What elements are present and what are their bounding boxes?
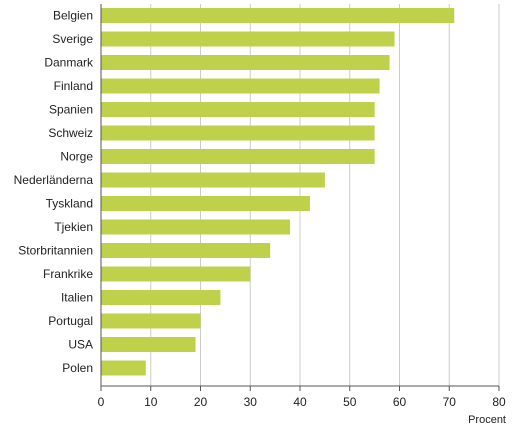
bar — [101, 125, 375, 141]
bar — [101, 219, 291, 235]
x-axis: 0 10 20 30 40 50 60 70 80 — [98, 4, 506, 409]
x-tick-label: 80 — [492, 395, 506, 409]
category-label: Norge — [60, 150, 93, 164]
bar — [101, 360, 146, 376]
bar — [101, 266, 251, 282]
bar — [101, 313, 201, 329]
bar — [101, 55, 390, 70]
bar — [101, 78, 380, 94]
bar — [101, 337, 196, 352]
category-label: Spanien — [49, 103, 93, 117]
category-label: Sverige — [52, 32, 93, 46]
category-label: Belgien — [53, 9, 93, 23]
x-tick-label: 0 — [98, 395, 105, 409]
category-label: Danmark — [44, 56, 94, 70]
x-tick-label: 70 — [443, 395, 457, 409]
x-tick-label: 30 — [244, 395, 258, 409]
x-tick-label: 40 — [293, 395, 307, 409]
bar — [101, 172, 325, 188]
bar — [101, 31, 395, 47]
x-tick-label: 50 — [343, 395, 357, 409]
category-label: Polen — [62, 361, 93, 375]
category-labels: Belgien Sverige Danmark Finland Spanien Schwe… — [14, 9, 94, 376]
bar — [101, 290, 221, 305]
bars — [101, 8, 455, 376]
category-label: Nederländerna — [14, 173, 94, 187]
category-label: Storbritannien — [18, 244, 93, 258]
bar — [101, 243, 271, 258]
category-label: Portugal — [48, 314, 93, 328]
bar — [101, 102, 375, 117]
category-label: Frankrike — [43, 267, 93, 281]
x-axis-label: Procent — [468, 414, 506, 426]
category-label: Italien — [61, 291, 93, 305]
category-label: Schweiz — [48, 126, 93, 140]
category-label: USA — [68, 338, 93, 352]
bar — [101, 8, 455, 23]
category-label: Finland — [54, 79, 93, 93]
x-tick-label: 10 — [144, 395, 158, 409]
category-label: Tjekien — [54, 220, 93, 234]
bar — [101, 196, 310, 211]
bar — [101, 149, 375, 164]
x-tick-label: 60 — [393, 395, 407, 409]
category-label: Tyskland — [46, 197, 93, 211]
x-tick-label: 20 — [194, 395, 208, 409]
